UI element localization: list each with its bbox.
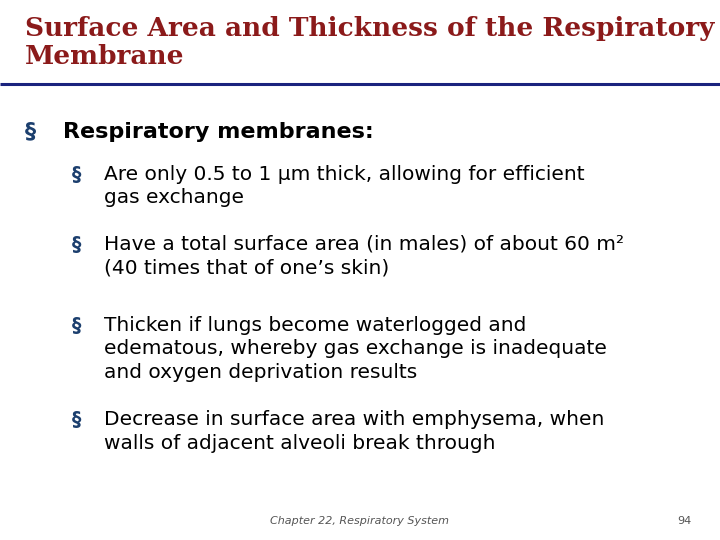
Text: §: § [72,235,81,254]
Text: §: § [25,122,36,141]
Text: 94: 94 [677,516,691,526]
Text: §: § [72,316,81,335]
Text: Decrease in surface area with emphysema, when
walls of adjacent alveoli break th: Decrease in surface area with emphysema,… [104,410,605,453]
Text: Respiratory membranes:: Respiratory membranes: [63,122,374,141]
Text: Surface Area and Thickness of the Respiratory
Membrane: Surface Area and Thickness of the Respir… [25,16,714,69]
Text: Chapter 22, Respiratory System: Chapter 22, Respiratory System [271,516,449,526]
Text: §: § [72,410,81,429]
Text: Thicken if lungs become waterlogged and
edematous, whereby gas exchange is inade: Thicken if lungs become waterlogged and … [104,316,607,382]
Text: Are only 0.5 to 1 μm thick, allowing for efficient
gas exchange: Are only 0.5 to 1 μm thick, allowing for… [104,165,585,207]
Text: Have a total surface area (in males) of about 60 m²
(40 times that of one’s skin: Have a total surface area (in males) of … [104,235,624,278]
Text: §: § [72,165,81,184]
